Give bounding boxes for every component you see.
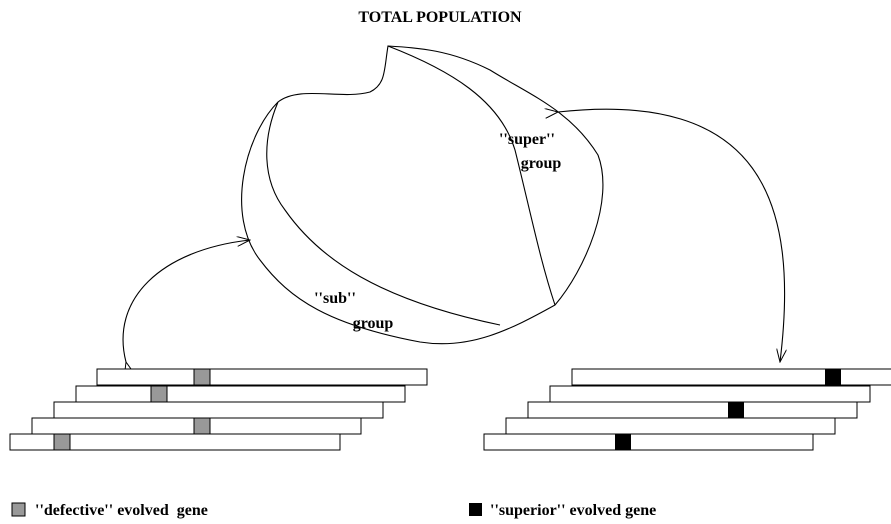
- legend-label: ''superior'' evolved gene: [490, 502, 656, 519]
- supergroup-chromosomes: [483, 368, 891, 451]
- legend-swatch: [11, 502, 26, 517]
- subgroup-chromosomes: [9, 368, 428, 451]
- arrow: [558, 109, 785, 362]
- title: TOTAL POPULATION: [358, 9, 522, 26]
- group-label: group: [353, 315, 394, 332]
- legend-label: ''defective'' evolved gene: [35, 502, 208, 519]
- group-label: ''sub'': [314, 290, 356, 307]
- group-label: ''super'': [499, 131, 555, 148]
- population-blob: [241, 45, 604, 345]
- group-label: group: [521, 155, 562, 172]
- legend-swatch: [469, 503, 482, 516]
- arrow: [122, 240, 250, 362]
